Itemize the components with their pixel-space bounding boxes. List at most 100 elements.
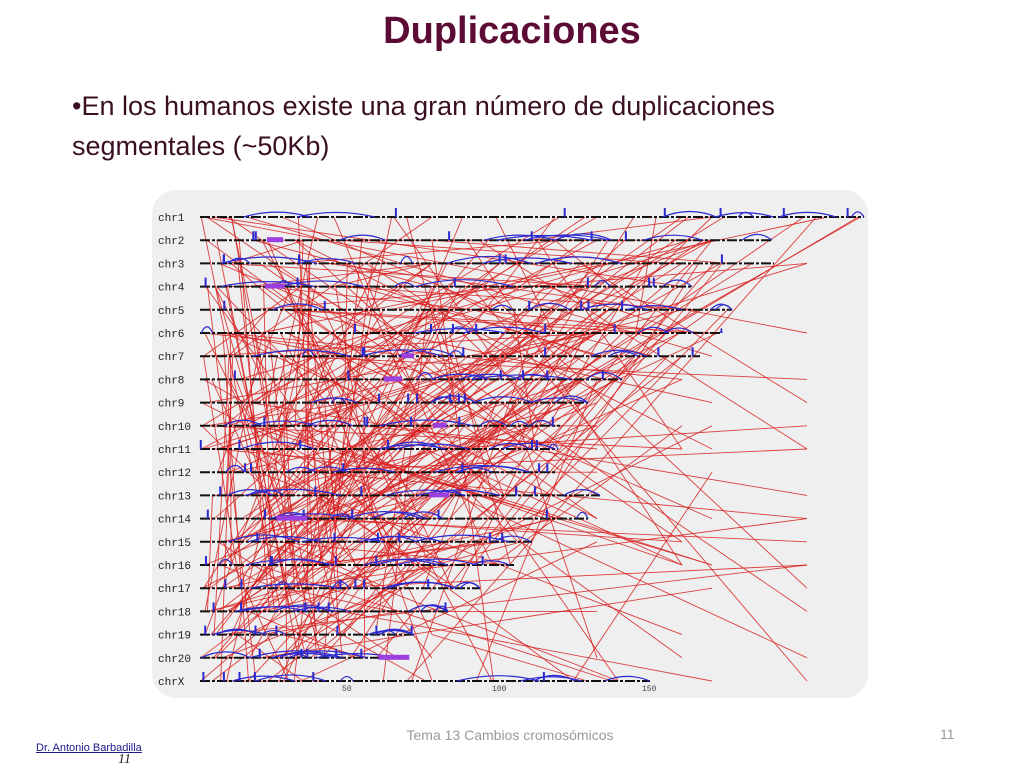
duplication-link [336, 286, 698, 311]
chromosome-chr12: chr12 [158, 463, 556, 480]
intra-duplication-arc [279, 280, 365, 288]
intra-duplication-arc [339, 234, 386, 241]
intra-duplication-arc [225, 464, 245, 473]
intra-duplication-arc [594, 280, 611, 287]
intra-duplication-arc [240, 441, 315, 450]
chromosome-chr2: chr2 [158, 231, 773, 248]
intra-duplication-arc [448, 326, 470, 334]
duplication-link [280, 309, 607, 659]
intra-duplication-arc [413, 534, 510, 543]
intra-duplication-arc [255, 674, 327, 682]
duplication-link [475, 379, 598, 682]
intra-duplication-arc [529, 419, 554, 427]
chromosome-label: chr17 [158, 584, 191, 596]
intra-duplication-arc [554, 395, 589, 404]
intra-duplication-arc [482, 257, 572, 264]
duplication-link [261, 239, 424, 543]
intra-duplication-arc [311, 397, 358, 404]
duplication-link [341, 402, 498, 612]
chromosome-label: chr1 [158, 213, 185, 225]
intra-duplication-arc [402, 511, 444, 520]
duplication-link [211, 379, 288, 542]
intra-duplication-arc [491, 304, 514, 311]
intra-duplication-arc [459, 582, 481, 589]
intra-duplication-arc [563, 489, 601, 496]
intra-duplication-arc [367, 629, 415, 636]
intra-duplication-arc [417, 489, 501, 496]
intra-duplication-arc [533, 674, 576, 682]
chromosome-chr13: chr13 [158, 486, 601, 503]
intra-duplication-arc [346, 511, 422, 520]
duplication-link [357, 286, 603, 357]
chromosome-label: chr6 [158, 329, 184, 341]
duplication-link [261, 610, 401, 636]
intra-duplication-arc [270, 652, 338, 659]
duplication-link [431, 634, 588, 682]
chromosome-chr9: chr9 [158, 393, 589, 411]
intra-duplication-arc [472, 396, 534, 404]
duplication-link [431, 239, 730, 264]
intra-duplication-arc [382, 581, 457, 589]
duplication-link [309, 332, 433, 682]
intra-duplication-arc [535, 256, 622, 264]
duplication-link [226, 286, 299, 658]
duplication-link [258, 216, 556, 612]
duplication-link [248, 262, 433, 288]
intra-duplication-arc [502, 442, 556, 450]
chromosome-label: chrX [158, 677, 185, 689]
intra-duplication-arc [493, 535, 532, 543]
intra-duplication-arc [285, 466, 317, 473]
intra-duplication-arc [458, 373, 522, 380]
intra-duplication-arc [228, 534, 299, 543]
intra-duplication-arc [446, 255, 532, 264]
duplication-link [274, 216, 319, 403]
duplication-link [220, 564, 276, 589]
duplication-link [472, 263, 723, 566]
duplication-link [200, 216, 282, 612]
duplication-cluster [378, 654, 410, 660]
duplication-link [363, 402, 366, 658]
intra-duplication-arc [416, 372, 434, 380]
duplication-link [317, 216, 464, 566]
duplication-link [206, 239, 427, 403]
chromosome-chr5: chr5 [158, 300, 733, 318]
intra-duplication-arc [385, 489, 466, 496]
duplication-link [406, 216, 817, 682]
duplication-link [470, 286, 808, 682]
chromosome-chr16: chr16 [158, 556, 514, 573]
duplication-link [461, 332, 535, 403]
intra-duplication-arc [394, 281, 415, 288]
duplication-link [510, 402, 598, 658]
scale-label: 150 [642, 685, 657, 694]
author-link[interactable]: Dr. Antonio Barbadilla [36, 742, 142, 754]
slide-title: Duplicaciones [383, 10, 641, 52]
duplication-cluster [276, 515, 308, 521]
duplication-link [247, 286, 617, 682]
intra-duplication-arc [720, 327, 723, 334]
duplication-link [225, 402, 232, 496]
duplication-link [248, 610, 356, 659]
duplication-link [305, 263, 343, 658]
intra-duplication-arc [330, 397, 346, 403]
intra-duplication-arc [496, 234, 593, 241]
duplication-link [222, 587, 402, 659]
intra-duplication-arc [643, 234, 703, 241]
duplication-link [521, 309, 728, 519]
intra-duplication-arc [663, 327, 694, 334]
intra-duplication-arc [232, 675, 296, 682]
duplication-link [224, 332, 376, 404]
duplication-link [293, 239, 690, 357]
chromosome-label: chr20 [158, 654, 191, 666]
chromosome-label: chr18 [158, 607, 191, 619]
intra-duplication-arc [379, 419, 474, 427]
intra-duplication-arc [215, 628, 258, 636]
intra-duplication-arc [662, 210, 717, 218]
duplication-link [231, 216, 269, 426]
intra-duplication-arc [414, 279, 513, 288]
duplication-link [281, 309, 652, 334]
duplication-link [284, 587, 392, 612]
duplication-link [431, 448, 472, 473]
duplication-link [203, 216, 808, 334]
intra-duplication-arc [715, 304, 733, 311]
chromosome-label: chr14 [158, 515, 191, 527]
